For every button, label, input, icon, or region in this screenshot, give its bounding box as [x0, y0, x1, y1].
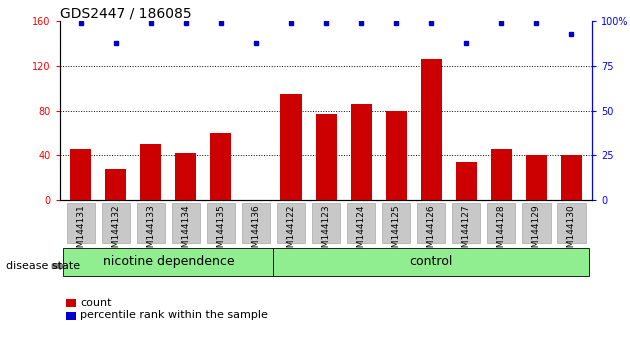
Bar — [280, 94, 302, 200]
Text: GSM144124: GSM144124 — [357, 204, 365, 259]
Bar — [487, 203, 515, 243]
Bar — [382, 203, 410, 243]
Text: disease state: disease state — [6, 261, 81, 271]
Text: GSM144134: GSM144134 — [181, 204, 190, 259]
Bar — [421, 59, 442, 200]
Bar — [140, 144, 161, 200]
Bar — [207, 203, 236, 243]
Bar — [67, 203, 95, 243]
Bar — [522, 203, 551, 243]
Bar — [64, 248, 273, 276]
Text: GSM144133: GSM144133 — [146, 204, 156, 259]
Bar — [175, 153, 197, 200]
Bar — [71, 149, 91, 200]
Bar — [171, 203, 200, 243]
Bar — [210, 133, 231, 200]
Text: GSM144135: GSM144135 — [217, 204, 226, 259]
Text: GSM144127: GSM144127 — [462, 204, 471, 259]
Text: GSM144129: GSM144129 — [532, 204, 541, 259]
Bar — [137, 203, 165, 243]
Bar — [557, 203, 585, 243]
Bar — [561, 155, 581, 200]
Bar — [346, 203, 375, 243]
Text: GDS2447 / 186085: GDS2447 / 186085 — [60, 6, 192, 20]
Text: GSM144130: GSM144130 — [567, 204, 576, 259]
Text: nicotine dependence: nicotine dependence — [103, 255, 234, 268]
Text: GSM144132: GSM144132 — [112, 204, 120, 259]
Bar — [105, 169, 127, 200]
Bar — [316, 114, 336, 200]
Bar — [312, 203, 340, 243]
Text: GSM144128: GSM144128 — [496, 204, 506, 259]
Bar — [416, 203, 445, 243]
Text: percentile rank within the sample: percentile rank within the sample — [80, 310, 268, 320]
Bar — [277, 203, 306, 243]
Text: GSM144123: GSM144123 — [321, 204, 331, 259]
Bar — [101, 203, 130, 243]
Bar — [386, 110, 406, 200]
Bar — [452, 203, 481, 243]
Bar — [455, 162, 477, 200]
Bar — [273, 248, 588, 276]
Bar — [525, 155, 547, 200]
Bar — [491, 149, 512, 200]
Text: GSM144125: GSM144125 — [392, 204, 401, 259]
Text: GSM144131: GSM144131 — [76, 204, 85, 259]
Text: GSM144136: GSM144136 — [251, 204, 260, 259]
Text: GSM144122: GSM144122 — [287, 204, 295, 259]
Text: count: count — [80, 298, 112, 308]
Text: control: control — [410, 255, 453, 268]
Bar — [350, 104, 372, 200]
Bar — [242, 203, 270, 243]
Text: GSM144126: GSM144126 — [427, 204, 435, 259]
